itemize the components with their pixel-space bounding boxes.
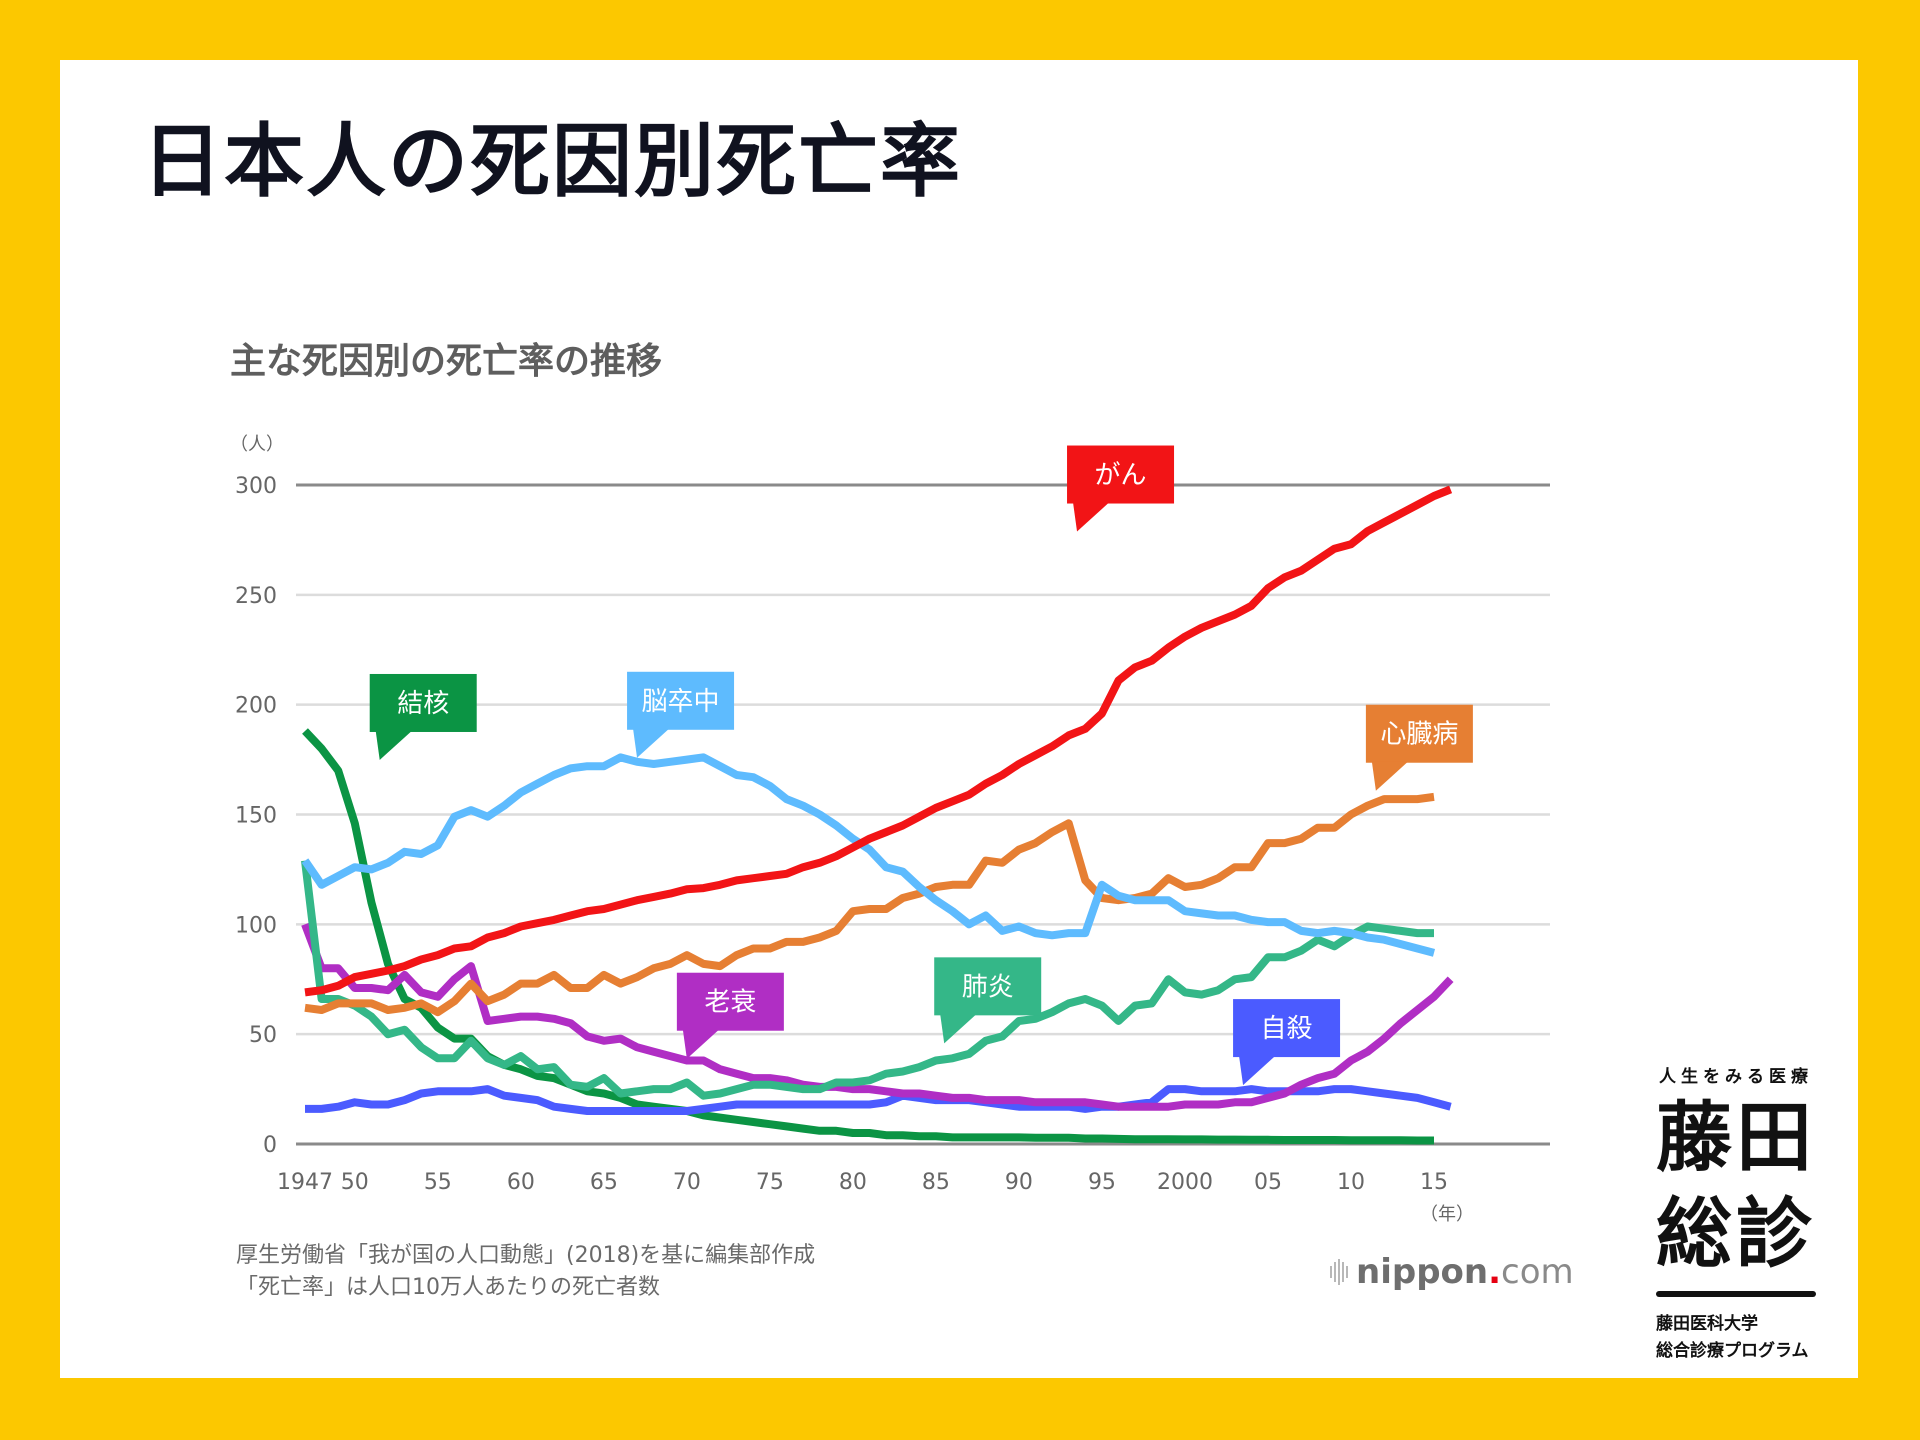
x-tick-label: 2000 — [1157, 1170, 1213, 1195]
series-label: 肺炎 — [962, 972, 1014, 1002]
callout-box — [1365, 704, 1473, 763]
logo-tagline: 人生をみる医療 — [1659, 1067, 1813, 1087]
source-line-2: 「死亡率」は人口10万人あたりの死亡者数 — [236, 1275, 660, 1300]
x-tick-label: 90 — [1005, 1170, 1033, 1195]
series-line-1 — [304, 792, 1435, 1017]
y-axis-ticks: 0 50 100 150 200 250 300 — [235, 474, 277, 1158]
logo-divider — [1656, 1291, 1816, 1297]
series-label: 心臓病 — [1380, 720, 1458, 750]
series-line-2 — [301, 753, 1436, 957]
y-tick-label: 300 — [235, 474, 277, 499]
series-line-4 — [301, 922, 1454, 1111]
series-line-0 — [304, 485, 1453, 997]
series-label: 自殺 — [1261, 1014, 1313, 1044]
series-line-3 — [301, 860, 1434, 1100]
callout-box — [1233, 999, 1341, 1058]
y-unit-label: （人） — [230, 434, 284, 455]
logo-mark-line-2: 総診 — [1656, 1189, 1816, 1278]
content-card — [60, 60, 1858, 1378]
callout-box — [369, 673, 477, 732]
brand-dot: . — [1488, 1252, 1502, 1292]
brand-main: nippon — [1356, 1252, 1489, 1292]
callout-box — [934, 957, 1042, 1016]
x-axis-ticks: 1947 50 55 60 65 70 75 80 85 90 95 2000 05 10 15 — [277, 1170, 1448, 1195]
x-tick-label: 55 — [424, 1170, 452, 1195]
y-tick-label: 0 — [263, 1133, 277, 1158]
x-tick-label: 65 — [590, 1170, 618, 1195]
x-tick-label: 15 — [1420, 1170, 1448, 1195]
y-tick-label: 200 — [235, 694, 277, 719]
y-tick-label: 150 — [235, 804, 277, 829]
x-tick-label: 80 — [839, 1170, 867, 1195]
logo-sub-line-1: 藤田医科大学 — [1656, 1314, 1758, 1334]
brand-suffix: com — [1501, 1252, 1574, 1292]
series-label: がん — [1095, 461, 1147, 491]
callout-box — [627, 671, 735, 730]
x-tick-label: 70 — [673, 1170, 701, 1195]
callout-tail — [682, 1029, 719, 1059]
page-title: 日本人の死因別死亡率 — [142, 115, 962, 208]
x-tick-label: 60 — [507, 1170, 535, 1195]
x-unit-label: （年） — [1420, 1204, 1474, 1225]
callout-tail — [633, 728, 670, 758]
callout-4: 老衰 — [676, 972, 784, 1059]
x-tick-label: 10 — [1337, 1170, 1365, 1195]
series-line-6 — [305, 1085, 1452, 1115]
callout-box — [1067, 445, 1175, 504]
y-tick-label: 100 — [235, 913, 277, 938]
callout-tail — [1371, 761, 1408, 791]
x-tick-label: 05 — [1254, 1170, 1282, 1195]
logo-mark-line-1: 藤田 — [1656, 1093, 1816, 1182]
y-tick-label: 50 — [249, 1023, 277, 1048]
callout-3: 肺炎 — [934, 957, 1042, 1044]
chart-title: 主な死因別の死亡率の推移 — [230, 341, 663, 382]
series-label: 脳卒中 — [642, 687, 720, 717]
callout-1: 心臓病 — [1365, 704, 1473, 791]
callout-2: 脳卒中 — [627, 671, 735, 758]
x-tick-label: 50 — [341, 1170, 369, 1195]
x-tick-label: 95 — [1088, 1170, 1116, 1195]
series-label: 老衰 — [704, 988, 756, 1018]
source-line-1: 厚生労働省「我が国の人口動態」(2018)を基に編集部作成 — [236, 1243, 816, 1268]
callout-6: 自殺 — [1233, 999, 1341, 1086]
series-label: 結核 — [397, 689, 449, 719]
y-tick-label: 250 — [235, 584, 277, 609]
callout-box — [676, 972, 784, 1031]
nippon-bars-icon — [1330, 1259, 1348, 1285]
x-tick-label: 75 — [756, 1170, 784, 1195]
logo-sub-line-2: 総合診療プログラム — [1656, 1341, 1809, 1361]
nippon-com-logo: nippon.com — [1330, 1252, 1574, 1292]
fujita-logo: 人生をみる医療 藤田 総診 藤田医科大学 総合診療プログラム — [1656, 1062, 1816, 1365]
x-tick-label: 1947 — [277, 1170, 333, 1195]
callout-tail — [1239, 1056, 1276, 1086]
callout-5: 結核 — [369, 673, 477, 760]
series-lines — [301, 485, 1454, 1145]
x-tick-label: 85 — [922, 1170, 950, 1195]
callout-tail — [1073, 502, 1110, 532]
callout-tail — [940, 1014, 977, 1044]
callout-0: がん — [1067, 445, 1175, 532]
callout-tail — [375, 730, 412, 760]
source-note: 厚生労働省「我が国の人口動態」(2018)を基に編集部作成 「死亡率」は人口10… — [236, 1240, 815, 1304]
